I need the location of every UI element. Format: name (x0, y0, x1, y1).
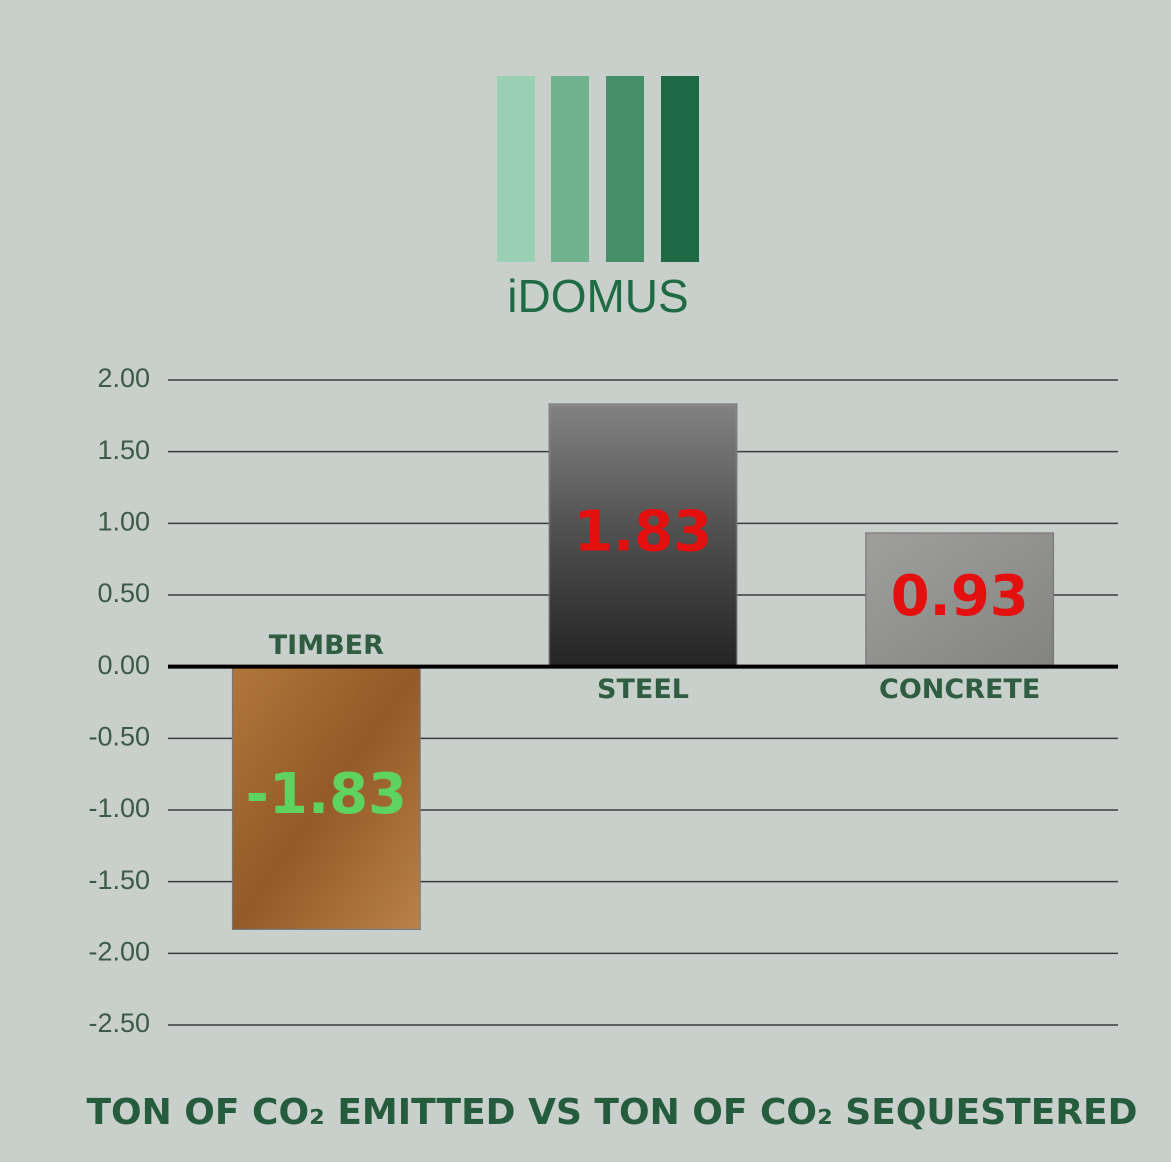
x-tick-label: STEEL (597, 674, 689, 705)
value-label: 1.83 (574, 500, 712, 565)
chart-title: TON OF CO₂ EMITTED VS TON OF CO₂ SEQUEST… (86, 1092, 1137, 1133)
chart: iDOMUS TON OF CO₂ EMITTED VS TON OF CO₂ … (0, 0, 1171, 1162)
logo-stripe (497, 76, 535, 262)
page: iDOMUS TON OF CO₂ EMITTED VS TON OF CO₂ … (0, 0, 1171, 1162)
y-tick-label: 1.50 (97, 435, 150, 465)
logo-stripe (661, 76, 699, 262)
y-tick-label: 1.00 (97, 506, 150, 536)
x-tick-label: CONCRETE (879, 674, 1040, 705)
y-tick-label: -2.00 (88, 936, 150, 966)
value-label: -1.83 (246, 762, 407, 827)
y-tick-label: -2.50 (88, 1008, 150, 1038)
y-tick-label: 0.00 (97, 650, 150, 680)
y-tick-label: -0.50 (88, 721, 150, 751)
logo-text: iDOMUS (507, 270, 688, 322)
logo-stripe (606, 76, 644, 262)
logo-stripe (551, 76, 589, 262)
value-label: 0.93 (891, 564, 1029, 629)
y-tick-label: 2.00 (97, 363, 150, 393)
x-tick-label: TIMBER (269, 630, 384, 661)
y-tick-label: 0.50 (97, 578, 150, 608)
y-tick-label: -1.50 (88, 865, 150, 895)
y-tick-label: -1.00 (88, 793, 150, 823)
